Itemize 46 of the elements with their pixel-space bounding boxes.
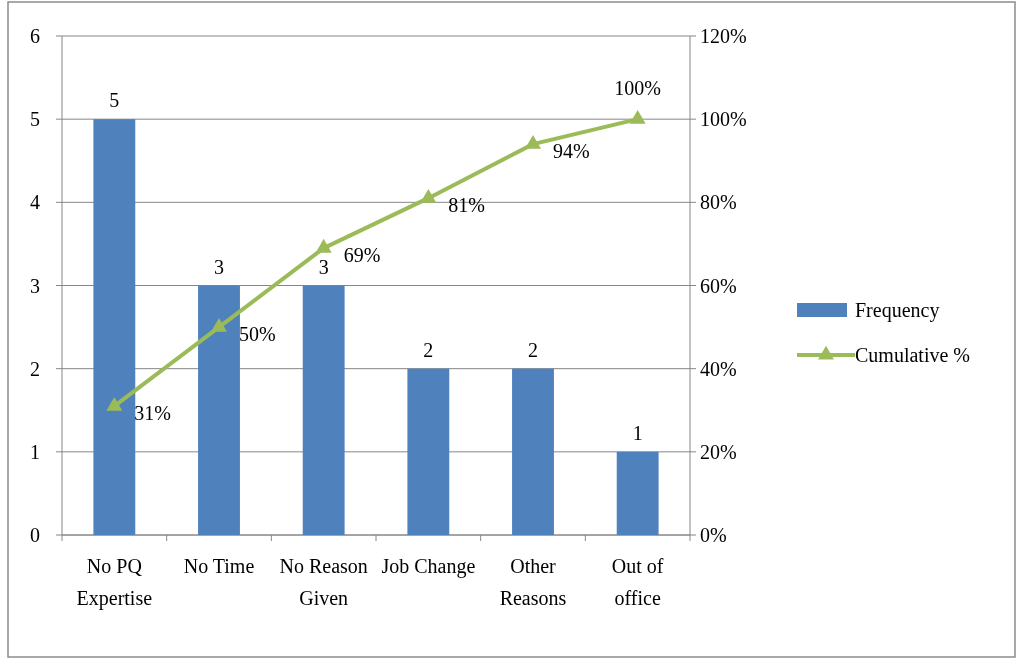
- point: [211, 317, 227, 332]
- data-label: 3: [318, 255, 329, 278]
- data-label: 94%: [553, 140, 590, 163]
- x-tick-label: Other Reasons: [499, 555, 567, 609]
- point: [106, 396, 123, 411]
- point: [420, 188, 437, 203]
- bar: [407, 368, 450, 535]
- data-label: 100%: [614, 77, 661, 100]
- bar: [302, 285, 345, 535]
- x-tick-label: Out of office: [611, 555, 664, 609]
- point: [629, 109, 646, 124]
- data-label: 31%: [134, 402, 172, 425]
- data-label: 2: [528, 338, 538, 361]
- y2-tick-label: 0%: [700, 524, 727, 546]
- y2-tick-label: 120%: [700, 25, 747, 47]
- legend-label: Frequency: [855, 299, 940, 322]
- legend-label: Cumulative %: [855, 344, 970, 366]
- y-tick-label: 1: [30, 440, 40, 463]
- point: [525, 134, 541, 149]
- y2-tick-label: 20%: [700, 440, 737, 463]
- x-tick-label: No Time: [183, 555, 255, 577]
- data-label: 1: [632, 421, 643, 444]
- data-label: 81%: [448, 194, 486, 217]
- data-label: 2: [423, 338, 434, 361]
- y2-tick-label: 40%: [700, 357, 737, 380]
- y-tick-label: 4: [30, 191, 40, 214]
- data-label: 5: [109, 89, 120, 112]
- bar: [512, 368, 554, 535]
- x-tick-label: Job Change: [381, 555, 476, 578]
- data-label: 69%: [343, 244, 381, 267]
- y-tick-label: 6: [30, 25, 40, 47]
- y2-tick-label: 60%: [700, 274, 737, 297]
- y-tick-label: 3: [30, 274, 40, 297]
- y2-tick-label: 100%: [700, 108, 747, 131]
- x-tick-label: No PQ Expertise: [76, 555, 153, 610]
- y-tick-label: 0: [30, 524, 40, 546]
- data-label: 50%: [239, 323, 276, 346]
- x-tick-label: No Reason Given: [279, 555, 368, 609]
- data-label: 3: [214, 255, 224, 278]
- y-tick-label: 5: [30, 108, 40, 131]
- bar: [616, 451, 659, 535]
- y-tick-label: 2: [30, 357, 40, 380]
- point: [315, 238, 332, 253]
- bar: [93, 119, 136, 535]
- y2-tick-label: 80%: [700, 191, 737, 214]
- bar: [198, 285, 240, 535]
